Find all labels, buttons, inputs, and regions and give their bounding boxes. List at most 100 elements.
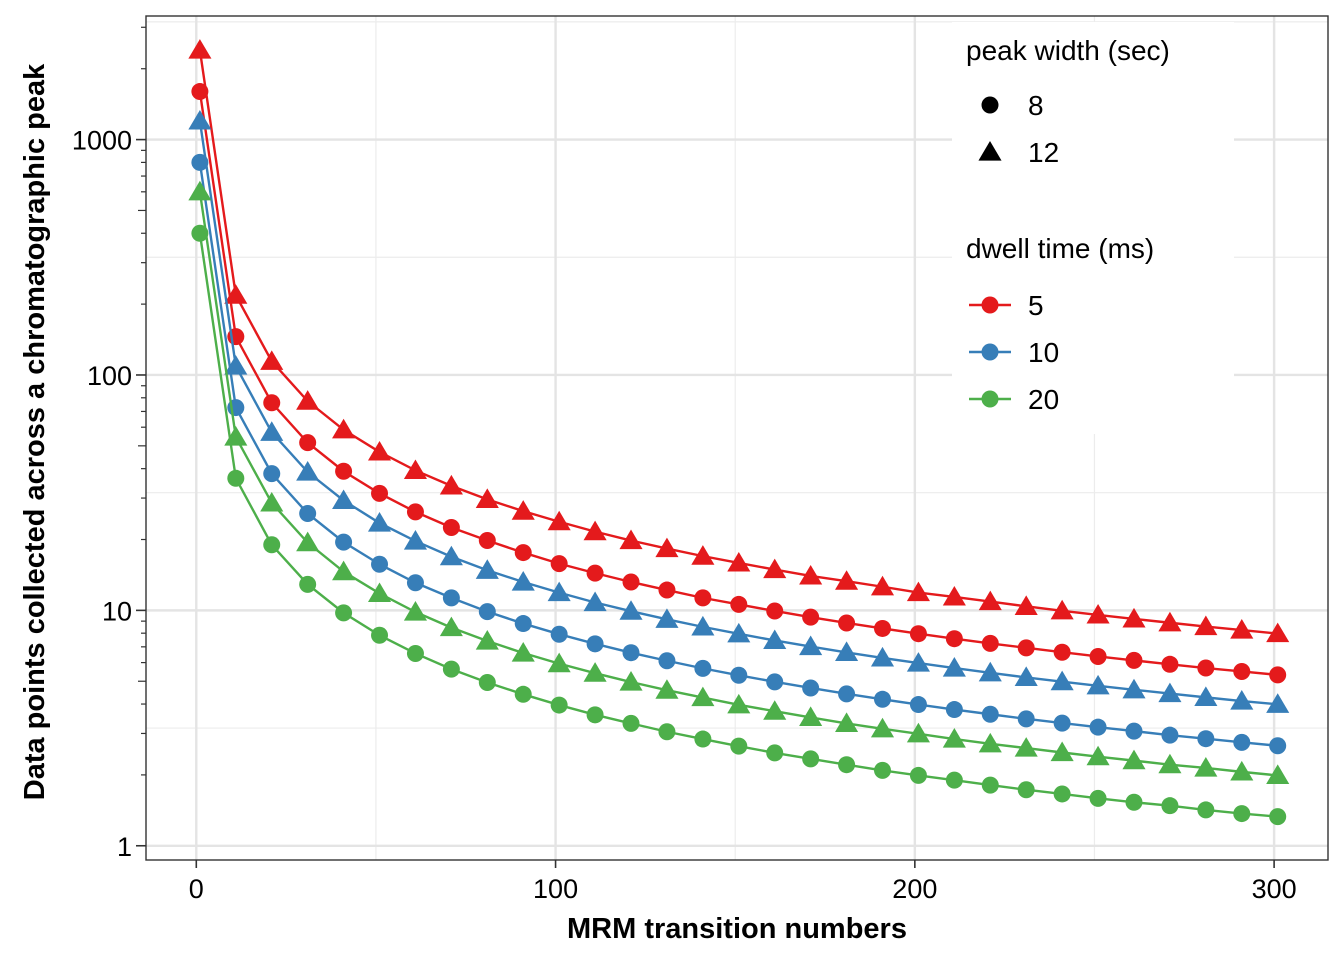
data-point <box>188 180 212 201</box>
data-point <box>838 685 856 703</box>
data-point <box>439 474 463 495</box>
data-point <box>870 646 895 667</box>
data-point <box>619 671 643 691</box>
data-point <box>727 622 751 643</box>
data-point <box>371 626 389 644</box>
data-point <box>1161 655 1179 673</box>
data-point <box>586 564 604 582</box>
data-point <box>1122 678 1146 699</box>
y-tick-label: 1 <box>117 832 132 862</box>
data-point <box>332 489 356 510</box>
data-point <box>870 575 895 596</box>
data-point <box>619 600 643 620</box>
data-point <box>1014 737 1038 757</box>
data-point <box>478 532 496 550</box>
data-point <box>511 570 535 591</box>
x-tick-label: 100 <box>533 874 578 904</box>
data-point <box>296 531 320 552</box>
legend-key-point <box>981 343 999 361</box>
data-point <box>371 555 389 573</box>
data-point <box>1122 749 1146 770</box>
data-point <box>691 615 715 636</box>
data-point <box>260 491 284 512</box>
data-point <box>766 744 784 762</box>
data-point <box>1230 760 1254 781</box>
data-point <box>550 555 568 573</box>
data-point <box>583 591 607 612</box>
data-point <box>909 696 927 714</box>
data-point <box>658 581 676 599</box>
data-point <box>766 602 784 620</box>
data-point <box>691 686 715 707</box>
data-point <box>1161 726 1179 744</box>
data-point <box>1266 764 1290 784</box>
data-point <box>1233 662 1251 680</box>
data-point <box>583 520 607 541</box>
data-point <box>1194 615 1218 636</box>
data-point <box>260 350 284 370</box>
data-point <box>1014 595 1038 615</box>
data-point <box>1158 753 1182 774</box>
data-point <box>403 601 428 621</box>
legend-shape-label: 12 <box>1028 137 1059 168</box>
data-point <box>655 537 679 558</box>
data-point <box>655 608 679 628</box>
panel-frame <box>145 15 1329 861</box>
data-point <box>406 574 424 592</box>
data-point <box>583 662 607 682</box>
data-point <box>478 673 496 691</box>
data-point <box>1269 666 1287 684</box>
data-point <box>802 750 820 768</box>
data-point <box>332 418 356 439</box>
data-point <box>945 771 963 789</box>
data-point <box>1050 670 1074 691</box>
data-point <box>1233 805 1251 823</box>
data-point <box>514 615 532 633</box>
y-tick-label: 100 <box>87 361 132 391</box>
data-point <box>296 461 320 481</box>
data-point <box>838 614 856 632</box>
axes: 0 100 200 300 1 10 100 1000 <box>72 26 1297 904</box>
data-point <box>1050 741 1074 762</box>
data-point <box>1017 781 1035 799</box>
data-point <box>1266 693 1290 713</box>
data-point <box>909 625 927 643</box>
data-point <box>942 657 966 677</box>
data-point <box>1197 730 1215 748</box>
data-point <box>1197 659 1215 677</box>
data-point <box>655 679 679 699</box>
x-tick-label: 0 <box>189 874 204 904</box>
x-axis-title: MRM transition numbers <box>567 913 907 945</box>
data-point <box>906 581 930 602</box>
panel-border <box>145 15 1329 861</box>
data-point <box>694 589 712 607</box>
data-point <box>727 693 751 714</box>
data-point <box>586 706 604 724</box>
data-point <box>838 756 856 774</box>
legend-shape-title: peak width (sec) <box>966 35 1170 66</box>
data-point <box>1053 714 1071 732</box>
data-point <box>763 558 787 579</box>
data-point <box>547 652 571 673</box>
data-point <box>263 394 281 412</box>
data-point <box>335 533 353 551</box>
y-tick-label: 1000 <box>72 126 132 156</box>
data-point <box>835 712 859 732</box>
data-point <box>799 635 823 656</box>
data-point <box>263 536 281 554</box>
data-point <box>978 590 1002 611</box>
data-point <box>260 421 284 441</box>
data-point <box>1089 718 1107 736</box>
data-point <box>799 706 823 726</box>
data-point <box>909 766 927 784</box>
data-point <box>978 661 1002 682</box>
data-point <box>694 659 712 677</box>
legend: peak width (sec) dwell time (ms) 8 12 5 10 2… <box>952 22 1234 434</box>
data-point <box>622 644 640 662</box>
data-point <box>1125 793 1143 811</box>
legend-background <box>952 22 1234 434</box>
data-point <box>1089 789 1107 807</box>
data-point <box>263 465 281 483</box>
data-point <box>1125 651 1143 669</box>
data-point <box>1089 647 1107 665</box>
